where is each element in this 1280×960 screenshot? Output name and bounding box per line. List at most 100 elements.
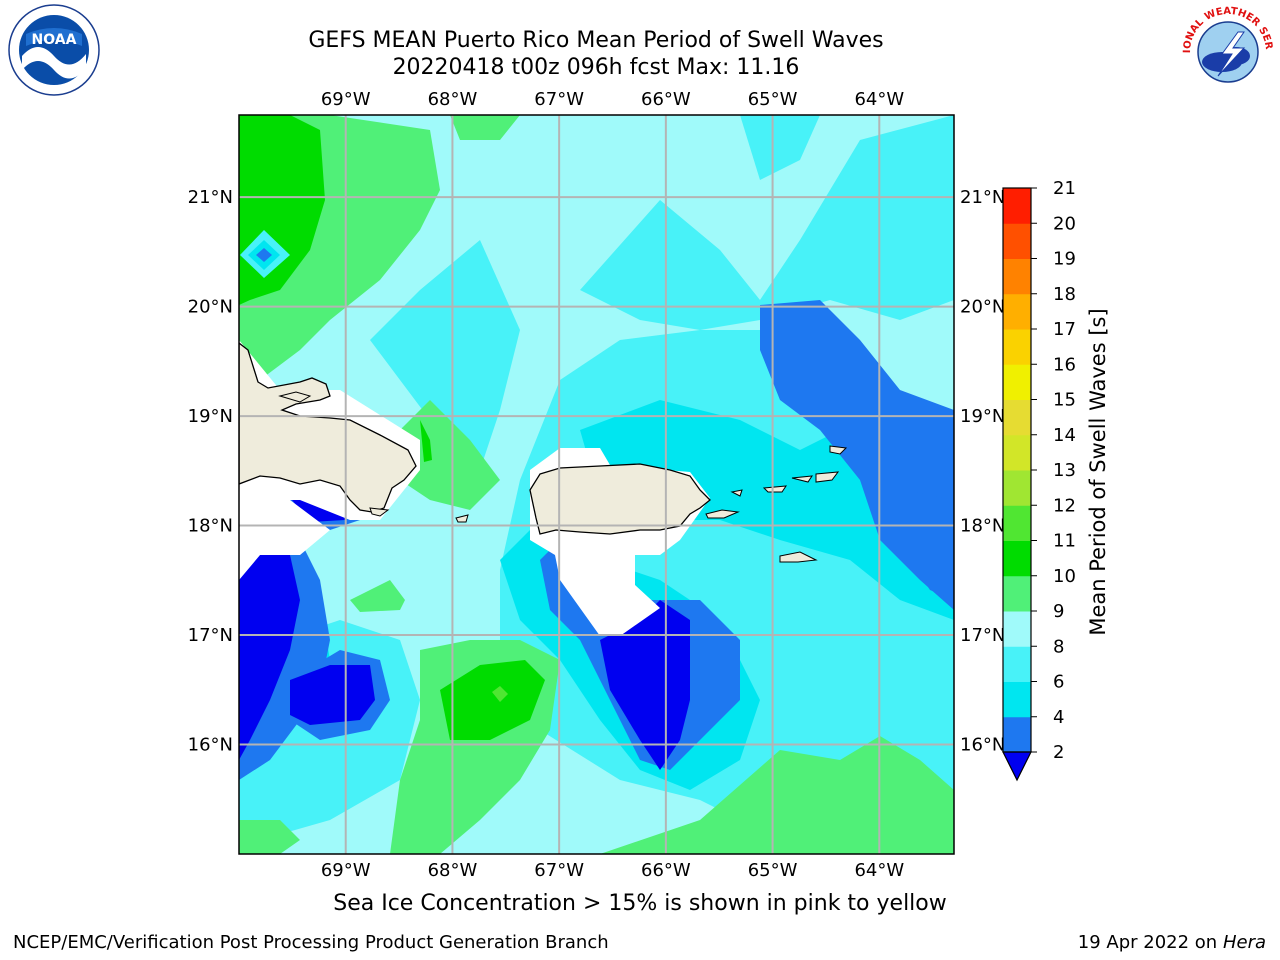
hispaniola-land (239, 342, 417, 513)
lat-tick-label-right: 17°N (960, 625, 1005, 646)
lon-tick-label-bottom: 64°W (854, 860, 904, 881)
colorbar-segment (1003, 575, 1031, 612)
anegada-island (829, 445, 848, 455)
footer-credit: NCEP/EMC/Verification Post Processing Pr… (13, 932, 609, 953)
colorbar-segment (1003, 293, 1031, 330)
contour-below-2s (239, 555, 300, 760)
contour-6-8s (370, 240, 520, 470)
lat-tick-label-left: 18°N (188, 516, 233, 537)
lon-tick-label-top: 64°W (854, 89, 904, 110)
lat-tick-label-right: 19°N (960, 406, 1005, 427)
lon-tick-label-bottom: 68°W (428, 860, 478, 881)
contour-9-10s (450, 115, 520, 140)
noaa-logo: NOAA (8, 4, 100, 96)
map-subtitle: 20220418 t00z 096h fcst Max: 11.16 (392, 55, 800, 80)
lon-tick-label-top: 66°W (641, 89, 691, 110)
footer-host: Hera (1222, 932, 1266, 953)
footer-date: 19 Apr 2022 on Hera (1078, 932, 1266, 953)
contour-below-2s (600, 600, 690, 770)
noaa-logo-text: NOAA (32, 32, 77, 48)
colorbar-extend-min (1002, 751, 1032, 782)
colorbar-tick-label: 15 (1053, 390, 1076, 411)
tortuga-island (278, 391, 312, 403)
colorbar-segment (1003, 646, 1031, 682)
map-gridlines (239, 115, 954, 854)
lon-tick-label-bottom: 67°W (534, 860, 584, 881)
contour-11-12s (492, 686, 508, 702)
virgin-island (791, 475, 814, 483)
colorbar-segment (1003, 540, 1031, 577)
colorbar-label: Mean Period of Swell Waves [s] (1086, 308, 1110, 635)
colorbar-segment (1003, 364, 1031, 400)
contour-9-10s (600, 736, 954, 854)
colorbar: 2 4 6 8 9 10 11 12 13 14 15 16 17 18 19 20 21 Mean Period… (1002, 178, 1110, 782)
lat-tick-label-right: 21°N (960, 187, 1005, 208)
contour-10-11s (420, 420, 432, 462)
colorbar-tick-label: 9 (1053, 601, 1064, 622)
contour-6-8s (580, 115, 954, 330)
colorbar-tick-label: 16 (1053, 354, 1076, 375)
culebra-island (730, 489, 743, 497)
lat-tick-label-left: 17°N (188, 625, 233, 646)
colorbar-segment (1003, 611, 1031, 647)
colorbar-tick-label: 4 (1053, 707, 1064, 728)
virgin-island (815, 471, 840, 483)
colorbar-tick-label: 18 (1053, 284, 1076, 305)
colorbar-segment (1003, 258, 1031, 295)
lon-tick-label-top: 67°W (534, 89, 584, 110)
lon-tick-label-bottom: 69°W (321, 860, 371, 881)
colorbar-tick-label: 19 (1053, 249, 1076, 270)
contour-6-8s (740, 115, 820, 180)
colorbar-segment (1003, 223, 1031, 259)
lon-tick-label-top: 68°W (428, 89, 478, 110)
colorbar-tick-label: 12 (1053, 495, 1076, 516)
colorbar-tick-label: 2 (1053, 742, 1064, 763)
colorbar-tick-label: 8 (1053, 636, 1064, 657)
lat-tick-label-right: 20°N (960, 297, 1005, 318)
colorbar-tick-label: 10 (1053, 566, 1076, 587)
lat-tick-label-left: 21°N (188, 187, 233, 208)
contour-2-4s (256, 248, 272, 262)
colorbar-tick-label: 6 (1053, 672, 1064, 693)
lat-tick-label-right: 18°N (960, 516, 1005, 537)
lon-tick-label-bottom: 66°W (641, 860, 691, 881)
colorbar-tick-label: 13 (1053, 460, 1076, 481)
map-tick-labels: 69°W 69°W 68°W 68°W 67°W 67°W 66°W 66°W 65°W 65°W… (188, 89, 1006, 881)
colorbar-segment (1003, 329, 1031, 365)
contour-below-2s (290, 665, 375, 725)
contour-9-10s (239, 820, 300, 854)
lon-tick-label-top: 65°W (748, 89, 798, 110)
land-mask (239, 500, 330, 580)
contour-10-11s (440, 660, 545, 740)
colorbar-segment (1003, 681, 1031, 718)
colorbar-segment (1003, 470, 1031, 506)
colorbar-segment (1003, 188, 1031, 224)
mona-island (455, 514, 469, 523)
footer-date-text: 19 Apr 2022 on (1077, 932, 1223, 953)
contour-9-10s (400, 400, 500, 510)
colorbar-tick-label: 11 (1053, 531, 1076, 552)
lat-tick-label-right: 16°N (960, 735, 1005, 756)
virgin-island (762, 485, 787, 493)
colorbar-tick-label: 14 (1053, 425, 1076, 446)
map-frame (238, 114, 955, 855)
lat-tick-label-left: 20°N (188, 297, 233, 318)
map-caption: Sea Ice Concentration > 15% is shown in … (333, 891, 947, 916)
colorbar-tick-label: 21 (1053, 178, 1076, 199)
saona-island (369, 507, 390, 517)
lat-tick-label-left: 16°N (188, 735, 233, 756)
contour-9-10s (350, 580, 405, 612)
st-croix-island (779, 551, 818, 563)
vieques-island (705, 509, 740, 519)
contour-2-4s (900, 490, 954, 600)
nws-logo: NATIONAL WEATHER SERVICE (1178, 4, 1274, 96)
colorbar-segment (1003, 505, 1031, 541)
colorbar-tick-label: 17 (1053, 319, 1076, 340)
lat-tick-label-left: 19°N (188, 406, 233, 427)
colorbar-segment (1003, 716, 1031, 753)
colorbar-tick-label: 20 (1053, 213, 1076, 234)
map-title: GEFS MEAN Puerto Rico Mean Period of Swe… (308, 28, 884, 53)
lon-tick-label-top: 69°W (321, 89, 371, 110)
colorbar-segment (1003, 399, 1031, 436)
